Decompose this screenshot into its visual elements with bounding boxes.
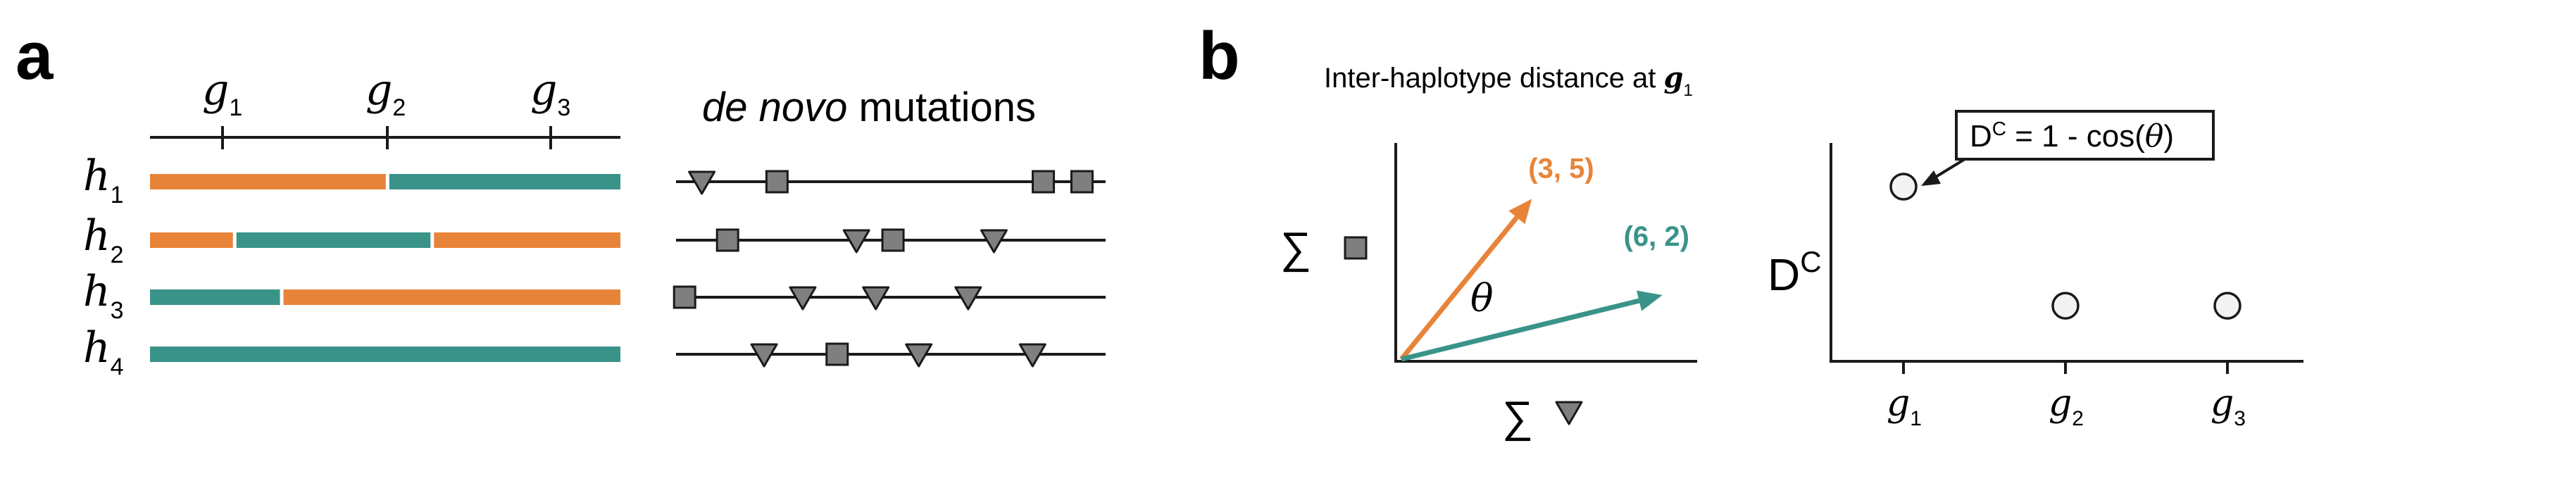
scatter-point	[2213, 292, 2242, 320]
triangle-mutation-marker	[750, 343, 778, 368]
triangle-mutation-marker	[954, 286, 982, 311]
cosine-distance-annotation: DC = 1 - cos(θ)	[1921, 110, 2215, 186]
haplotype-segment-orange	[150, 174, 386, 189]
scatter-point	[1889, 173, 1918, 201]
triangle-mutation-marker	[905, 343, 933, 368]
haplotype-bar-row	[150, 347, 620, 362]
mutation-rows	[673, 170, 1106, 368]
scatter-tick-label: g1	[1887, 382, 1922, 430]
sum-symbol: ∑	[1502, 393, 1533, 442]
square-mutation-marker	[1032, 170, 1056, 194]
gene-tick-label-g3: g3	[530, 65, 570, 121]
scatter-points	[1889, 173, 2242, 320]
gene-tick-g3: g3	[530, 65, 570, 149]
vector-arrowhead	[1636, 290, 1663, 311]
vector-arrow-shaft	[1401, 298, 1640, 362]
gene-tick-label-g2: g2	[365, 65, 406, 121]
triangle-mutation-marker	[980, 229, 1008, 254]
annotation-box	[1955, 110, 2215, 161]
vector-arrowhead	[1508, 199, 1532, 225]
square-mutation-marker	[715, 228, 739, 252]
triangle-mutation-marker	[688, 170, 716, 195]
triangle-mutation-marker	[789, 286, 817, 311]
haplotype-bar-row	[150, 174, 620, 189]
haplotype-segment-teal	[150, 347, 620, 362]
scatter-x-ticks: g1 g2 g3	[1887, 361, 2246, 430]
scatter-tick-label: g3	[2211, 382, 2246, 430]
gene-tick-g2: g2	[365, 65, 406, 149]
vector-plot-y-label: ∑	[1280, 224, 1368, 273]
vector-arrow-shaft	[1399, 216, 1519, 361]
panel-a: a g1 g2 g3 h1 h2 h3 h4	[15, 18, 1106, 380]
angle-theta-label: θ	[1470, 276, 1494, 320]
vectors: (3, 5) (6, 2)	[1399, 153, 1689, 362]
vector-label: (6, 2)	[1624, 221, 1689, 252]
triangle-mutation-marker	[1018, 343, 1046, 368]
vector-teal: (6, 2)	[1401, 221, 1689, 362]
gene-tick-label-g1: g1	[202, 65, 242, 121]
square-marker-icon	[1344, 236, 1368, 260]
sum-symbol: ∑	[1280, 224, 1311, 273]
haplotype-segment-orange	[283, 289, 620, 305]
scatter-tick-label: g2	[2049, 382, 2084, 430]
vector-plot-x-label: ∑	[1502, 393, 1583, 442]
gene-tick-g1: g1	[202, 65, 242, 149]
square-mutation-marker	[673, 285, 696, 309]
mutation-row	[673, 285, 1106, 311]
scatter-point	[2051, 292, 2080, 320]
haplotype-bar-row	[150, 289, 620, 305]
panel-b-label: b	[1199, 18, 1240, 94]
haplotype-labels: h1 h2 h3 h4	[83, 151, 124, 380]
annotation-formula: DC = 1 - cos(θ)	[1970, 118, 2174, 154]
haplotype-label-h1: h1	[83, 151, 124, 208]
haplotype-label-h2: h2	[83, 211, 124, 268]
haplotype-segment-orange	[150, 232, 233, 248]
mutation-row	[676, 170, 1106, 195]
haplotype-label-h4: h4	[83, 323, 124, 380]
mutation-row	[676, 342, 1106, 368]
haplotype-segment-teal	[236, 232, 431, 248]
square-mutation-marker	[1070, 170, 1094, 194]
vector-label: (3, 5)	[1528, 153, 1594, 184]
square-mutation-marker	[881, 228, 905, 252]
triangle-mutation-marker	[842, 229, 870, 254]
annotation-arrowhead	[1921, 170, 1941, 186]
scatter-y-label: DC	[1768, 245, 1822, 300]
mutation-row	[676, 228, 1106, 254]
square-mutation-marker	[825, 342, 849, 366]
vector-orange: (3, 5)	[1399, 153, 1594, 361]
mutations-title: de novo mutations	[702, 85, 1036, 130]
haplotype-segment-orange	[434, 232, 620, 248]
distance-scatter-chart: DC g1 g2 g3 DC = 1 - cos(θ)	[1768, 110, 2303, 430]
vector-plot: Inter-haplotype distance at g1 ∑ ∑ (3, 5…	[1280, 61, 1697, 442]
haplotype-bar-row	[150, 232, 620, 248]
haplotype-bars	[150, 174, 620, 362]
haplotype-label-h3: h3	[83, 267, 124, 324]
triangle-marker-icon	[1555, 401, 1583, 425]
panel-b: b Inter-haplotype distance at g1 ∑ ∑ (3,…	[1199, 18, 2303, 442]
gene-axis: g1 g2 g3	[150, 65, 620, 149]
panel-a-label: a	[15, 18, 54, 94]
haplotype-segment-teal	[150, 289, 280, 305]
triangle-mutation-marker	[862, 286, 890, 311]
vector-plot-title: Inter-haplotype distance at g1	[1324, 61, 1693, 100]
haplotype-segment-teal	[389, 174, 620, 189]
square-mutation-marker	[765, 170, 789, 194]
